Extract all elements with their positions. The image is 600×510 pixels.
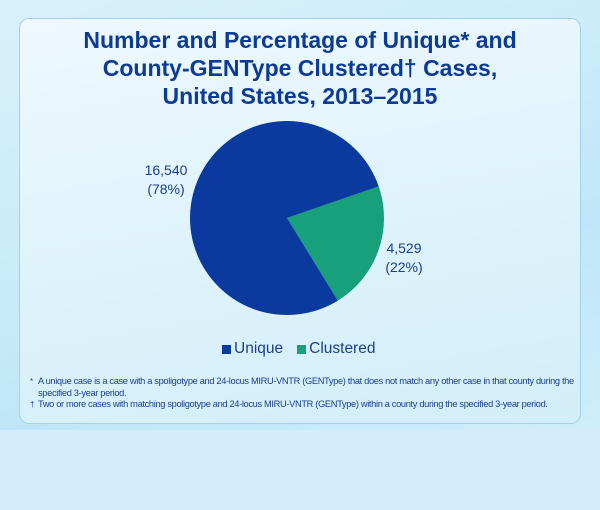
unique-data-label: 16,540 (78%) [136, 161, 196, 199]
legend: Unique Clustered [222, 340, 375, 358]
title-line-2: County-GENType Clustered† Cases, [102, 55, 498, 81]
footnote-1: * A unique case is a case with a spoligot… [30, 376, 575, 399]
chart-title: Number and Percentage of Unique* and Cou… [0, 26, 600, 110]
clustered-percent-label: (22%) [385, 259, 423, 275]
title-line-1: Number and Percentage of Unique* and [83, 27, 517, 53]
clustered-value-label: 4,529 [386, 240, 422, 256]
footnotes: * A unique case is a case with a spoligot… [30, 376, 575, 411]
background-stripe [0, 430, 600, 510]
title-line-3: United States, 2013–2015 [162, 83, 438, 109]
unique-value-label: 16,540 [144, 162, 188, 178]
legend-label-unique: Unique [234, 340, 284, 357]
pie-slice-clustered [287, 186, 384, 301]
legend-swatch-unique [222, 344, 231, 354]
footnote-marker: * [30, 377, 33, 386]
clustered-data-label: 4,529 (22%) [376, 239, 432, 277]
pie-slice-unique [190, 121, 379, 316]
unique-percent-label: (78%) [147, 181, 185, 197]
legend-label-clustered: Clustered [309, 340, 376, 357]
footnote-text: A unique case is a case with a spoligoty… [38, 376, 574, 398]
legend-swatch-clustered [297, 344, 307, 354]
footnote-marker: † [30, 400, 35, 409]
footnote-text: Two or more cases with matching spoligot… [38, 399, 548, 409]
footnote-2: † Two or more cases with matching spoligo… [30, 399, 575, 411]
